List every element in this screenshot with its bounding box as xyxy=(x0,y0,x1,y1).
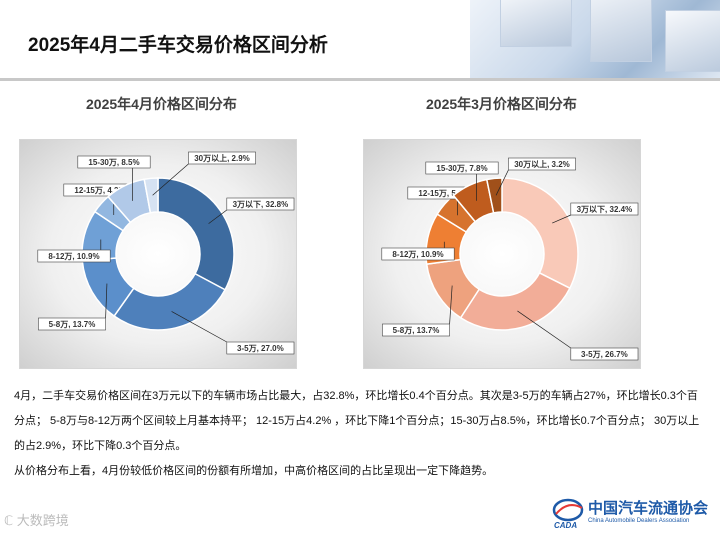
data-label-box-1 xyxy=(570,202,639,216)
chart-title-april: 2025年4月价格区间分布 xyxy=(86,96,237,112)
data-label-5: 12-15万, 5.2% xyxy=(418,189,469,198)
leader-line-2 xyxy=(171,311,227,343)
data-label-box-4 xyxy=(37,249,111,263)
cada-logo-name: 中国汽车流通协会 xyxy=(588,501,709,517)
data-label-6: 15-30万, 7.8% xyxy=(436,164,487,173)
header-divider xyxy=(0,78,720,81)
data-label-box-4 xyxy=(381,247,455,261)
header-band: 2025年4月二手车交易价格区间分析 xyxy=(0,0,720,81)
donut-slice-7 xyxy=(485,177,503,214)
donut-slice-1 xyxy=(157,177,235,291)
cada-logo-icon: CADA xyxy=(552,498,584,530)
data-label-3: 5-8万, 13.7% xyxy=(49,320,96,329)
data-label-2: 3-5万, 27.0% xyxy=(237,344,284,353)
leader-line-7 xyxy=(152,163,189,196)
data-label-box-2 xyxy=(570,347,639,361)
watermark-icon: ℂ xyxy=(4,513,14,528)
watermark: ℂ 大数跨境 xyxy=(4,510,69,529)
analysis-text: 4月，二手车交易价格区间在3万元以下的车辆市场占比最大，占32.8%，环比增长0… xyxy=(14,384,704,484)
page-title: 2025年4月二手车交易价格区间分析 xyxy=(28,35,328,56)
data-label-box-6 xyxy=(77,155,151,169)
data-label-7: 30万以上, 2.9% xyxy=(194,153,250,163)
data-label-3: 5-8万, 13.7% xyxy=(393,326,440,335)
data-label-box-7 xyxy=(508,157,576,171)
data-label-5: 12-15万, 4.2% xyxy=(74,186,125,195)
leader-line-3 xyxy=(449,285,453,325)
data-label-box-1 xyxy=(226,197,295,211)
data-label-box-7 xyxy=(188,151,256,165)
donut-chart-april: 3万以下, 32.8% 3-5万, 27.0% 5-8万, 13.7% 8-12万, … xyxy=(37,151,295,355)
data-label-box-6 xyxy=(425,161,499,175)
chart-title-march: 2025年3月价格区间分布 xyxy=(426,96,577,112)
cada-logo-mark: CADA xyxy=(554,521,577,530)
chart-panel-april: 3万以下, 32.8% 3-5万, 27.0% 5-8万, 13.7% 8-12万, … xyxy=(19,139,297,369)
leader-line-7 xyxy=(495,169,509,196)
header-cubes-image xyxy=(470,0,720,80)
donut-chart-march: 3万以下, 32.4% 3-5万, 26.7% 5-8万, 13.7% 8-12万, … xyxy=(381,157,639,361)
leader-line-2 xyxy=(517,310,571,349)
analysis-paragraph-1: 4月，二手车交易价格区间在3万元以下的车辆市场占比最大，占32.8%，环比增长0… xyxy=(14,390,700,452)
chart-panel-march: 3万以下, 32.4% 3-5万, 26.7% 5-8万, 13.7% 8-12万, … xyxy=(363,139,641,369)
leader-line-1 xyxy=(208,209,228,224)
data-label-box-2 xyxy=(226,341,295,355)
donut-slice-2 xyxy=(459,271,571,331)
donut-slice-7 xyxy=(143,177,159,214)
cada-logo-english: China Automobile Dealers Association xyxy=(588,518,690,524)
leader-line-1 xyxy=(552,214,571,224)
data-label-4: 8-12万, 10.9% xyxy=(392,250,443,259)
data-label-2: 3-5万, 26.7% xyxy=(581,350,628,359)
data-label-box-3 xyxy=(38,317,106,331)
data-label-4: 8-12万, 10.9% xyxy=(48,252,99,261)
data-label-1: 3万以下, 32.8% xyxy=(233,200,289,209)
donut-slice-2 xyxy=(113,272,227,331)
data-label-7: 30万以上, 3.2% xyxy=(514,159,570,169)
cada-logo: CADA 中国汽车流通协会 China Automobile Dealers A… xyxy=(548,494,718,534)
data-label-1: 3万以下, 32.4% xyxy=(577,205,633,214)
donut-slice-1 xyxy=(501,177,579,290)
data-label-6: 15-30万, 8.5% xyxy=(88,158,139,167)
leader-line-3 xyxy=(105,283,108,319)
analysis-paragraph-2: 从价格分布上看，4月份较低价格区间的份额有所增加，中高价格区间的占比呈现出一定下… xyxy=(14,465,494,477)
data-label-box-3 xyxy=(382,323,450,337)
watermark-text: 大数跨境 xyxy=(16,513,69,528)
